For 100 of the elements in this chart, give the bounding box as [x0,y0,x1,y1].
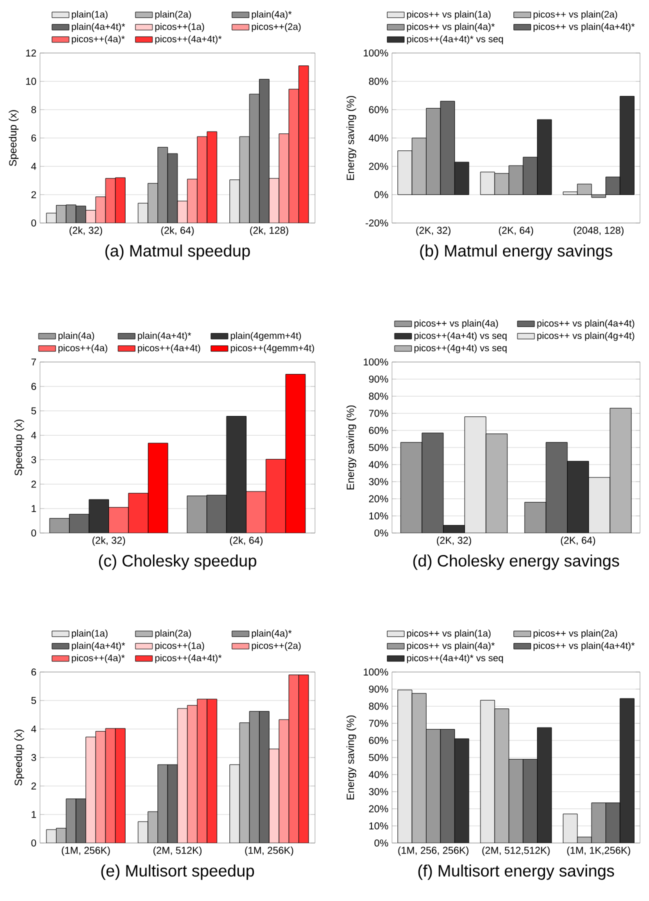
bar [246,491,266,534]
legend-label: picos++(4a+4t) [138,344,200,354]
bar [508,758,524,844]
y-tick-label: 3 [31,754,36,762]
y-tick-label: 30% [368,788,388,796]
x-tick-label: (2K, 64) [560,536,596,546]
legend-label: plain(4a+4t)* [72,23,126,32]
y-tick-label: 7 [31,358,36,366]
bar [422,432,444,534]
bar [69,514,90,534]
bar [278,134,290,224]
bar [95,731,106,844]
legend-label: plain(2a) [155,10,191,20]
legend-label: plain(4a) [58,332,94,341]
y-axis-title: Speedup (x) [8,110,19,166]
bar [278,719,290,844]
y-tick-label: 0% [374,839,388,847]
y-axis-title: Speedup (x) [14,420,24,476]
y-tick-label: 40% [368,771,388,778]
y-tick-label: 1 [32,505,36,512]
y-tick-label: 20% [369,162,388,170]
y-tick-label: 2 [31,782,36,790]
y-tick-label: 60% [369,736,388,744]
text: (e) Multisort speedup [101,864,254,880]
x-tick-label: (2k, 64) [230,536,263,546]
legend-label: picos++(4g+4t) vs seq [414,344,507,354]
y-tick-label: 12 [26,50,36,56]
y-tick-label: 0 [31,219,36,227]
y-tick-label: 1 [32,811,36,818]
bar [567,460,589,534]
bar [546,442,568,534]
y-tick-label: 0 [31,839,36,847]
legend-label: picos++(4a)* [72,35,125,44]
y-tick-label: 80% [368,702,388,710]
bar [88,499,109,534]
y-axis-title: Energy saving (%) [346,96,356,180]
y-tick-label: 100% [364,49,388,57]
y-tick-label: 6 [31,668,36,676]
legend-label: picos++(1a) [155,23,204,32]
y-axis-title: Energy saving (%) [346,715,356,800]
y-tick-label: 50% [368,754,388,762]
bar [186,496,208,534]
y-tick-label: 0 [31,529,36,537]
bar [440,729,455,844]
y-tick-label: 80% [368,78,388,85]
y-tick-label: 0% [374,529,388,537]
y-tick-label: 4 [31,726,36,732]
legend-label: plain(1a) [72,10,108,20]
legend-label: picos++(4a)* [72,654,125,664]
y-tick-label: 6 [31,382,36,390]
bar [412,693,426,844]
legend-label: picos++(4a+4t)* [155,35,222,44]
y-tick-label: 90% [369,376,388,383]
bar [610,408,632,534]
y-tick-label: -20% [366,219,388,227]
y-tick-label: 5 [31,407,36,414]
legend-label: picos++ vs plain(2a) [534,630,618,638]
bar [128,492,148,534]
y-tick-label: 100% [364,358,388,366]
x-tick-label: (2K, 64) [498,226,534,236]
x-tick-label: (2M, 512K) [153,846,202,856]
legend-label: picos++ vs plain(2a) [534,10,618,20]
y-tick-label: 4 [31,162,36,170]
legend-label: picos++(1a) [155,642,204,651]
y-tick-label: 2 [31,480,36,488]
legend-label: picos++(4a+4t)* vs seq [407,654,503,664]
y-tick-label: 20% [369,495,388,502]
legend-label: plain(1a) [72,630,108,638]
bar [105,178,116,224]
bar [285,374,306,534]
legend-label: plain(4a)* [252,10,292,20]
x-tick-label: (2k, 128) [250,226,288,236]
x-tick-label: (2K, 32) [436,536,472,546]
x-tick-label: (1M, 256K) [245,846,294,856]
y-tick-label: 70% [369,720,388,727]
x-tick-label: (1M, 256K) [62,846,110,856]
x-tick-label: (2K, 32) [416,226,450,236]
bar [187,178,198,224]
text: (b) Matmul energy savings [420,244,612,260]
bar [288,88,299,224]
y-tick-label: 5 [31,697,36,704]
bar [588,477,610,534]
legend-label: picos++ vs plain(4a)* [407,642,495,651]
bar [464,416,486,534]
legend-label: picos++ vs plain(1a) [407,630,491,638]
x-tick-label: (2k, 64) [161,226,194,236]
bar [226,416,246,534]
legend-label: plain(4gemm+4t) [230,332,301,341]
bar [148,442,168,534]
legend-label: picos++ vs plain(4a) [414,320,498,328]
y-tick-label: 80% [368,392,388,400]
legend-label: picos++(4a+4t)* vs seq [407,35,503,44]
x-tick-label: (1M, 1K,256K) [567,846,630,856]
legend-label: picos++ vs plain(1a) [407,10,491,20]
legend-label: picos++(4gemm+4t) [230,344,314,354]
bar [591,802,606,844]
bar [426,729,441,844]
legend-label: picos++(2a) [252,23,301,32]
legend-label: plain(2a) [155,630,191,638]
y-axis-title: Energy saving (%) [346,405,356,490]
